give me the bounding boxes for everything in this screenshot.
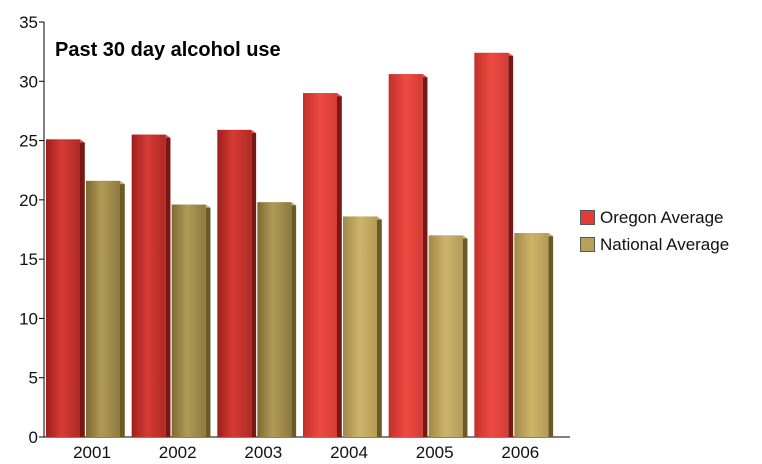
x-tick-label: 2006 — [501, 443, 539, 462]
bar-side — [377, 216, 382, 437]
bar-front — [131, 134, 166, 437]
bar-front — [217, 129, 252, 437]
bar-side — [165, 134, 171, 437]
bar-oregon-2002 — [131, 134, 171, 437]
bar-national-2001 — [86, 180, 125, 437]
legend-swatch-oregon — [580, 210, 595, 225]
bar-side — [548, 233, 554, 437]
bar-national-2005 — [428, 235, 468, 437]
legend-item-oregon: Oregon Average — [580, 204, 729, 231]
bar-oregon-2006 — [474, 52, 514, 437]
bar-side — [337, 93, 342, 438]
bar-front — [388, 74, 423, 438]
y-tick-label: 0 — [29, 428, 38, 447]
bar-front — [474, 52, 509, 437]
y-tick-label: 25 — [19, 132, 38, 151]
legend-label-national: National Average — [600, 234, 730, 254]
bar-side — [251, 129, 257, 437]
bar-side — [205, 204, 211, 437]
tick-labels: 0 5 10 15 20 25 30 35 2001 2002 2003 2004 2005 2006 — [19, 13, 539, 462]
bar-side — [80, 139, 85, 437]
bar-front — [46, 139, 80, 437]
bar-side — [422, 74, 428, 438]
bar-oregon-2004 — [303, 93, 342, 438]
y-tick-label: 15 — [19, 250, 38, 269]
bar-side — [462, 235, 468, 437]
x-tick-label: 2003 — [244, 443, 282, 462]
y-tick-label: 35 — [19, 13, 38, 32]
bar-oregon-2003 — [217, 129, 257, 437]
legend-item-national: National Average — [580, 231, 729, 258]
bar-national-2004 — [343, 216, 382, 437]
bar-side — [120, 180, 125, 437]
bar-front — [514, 233, 549, 437]
x-tick-label: 2002 — [159, 443, 197, 462]
x-tick-label: 2005 — [416, 443, 454, 462]
bar-oregon-2001 — [46, 139, 85, 437]
legend-label-oregon: Oregon Average — [600, 207, 724, 227]
chart-title: Past 30 day alcohol use — [55, 39, 281, 61]
bar-national-2003 — [257, 202, 297, 437]
y-tick-label: 5 — [29, 369, 38, 388]
bar-national-2006 — [514, 233, 554, 437]
legend: Oregon Average National Average — [580, 204, 729, 258]
bar-front — [257, 202, 292, 437]
bars — [46, 52, 554, 438]
bar-front — [303, 93, 337, 438]
legend-swatch-national — [580, 237, 595, 252]
bar-front — [86, 180, 120, 437]
x-tick-label: 2004 — [330, 443, 368, 462]
y-tick-label: 10 — [19, 309, 38, 328]
bar-side — [291, 202, 297, 437]
y-tick-label: 30 — [19, 72, 38, 91]
bar-front — [171, 204, 206, 437]
bar-national-2002 — [171, 204, 211, 437]
bar-front — [343, 216, 377, 437]
bar-oregon-2005 — [388, 74, 428, 438]
x-tick-label: 2001 — [73, 443, 111, 462]
bar-side — [508, 52, 514, 437]
bar-front — [428, 235, 463, 437]
y-tick-label: 20 — [19, 191, 38, 210]
